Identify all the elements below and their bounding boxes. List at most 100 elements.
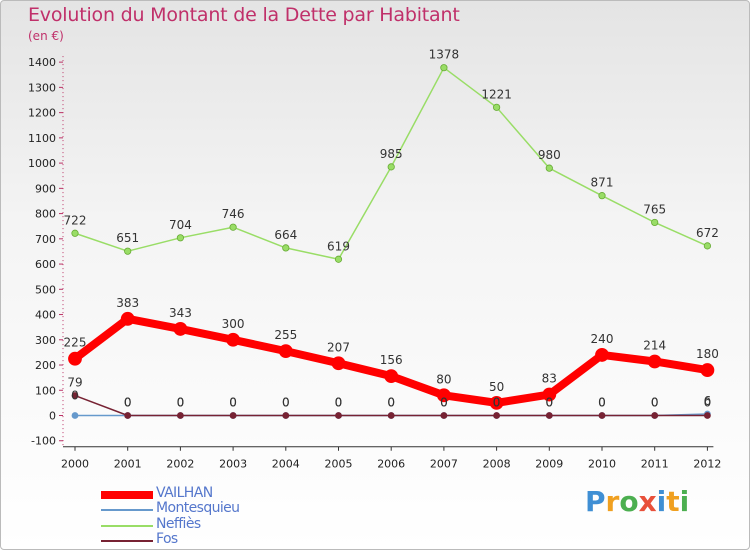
x-tick-label: 2005	[325, 458, 353, 471]
data-label-montesquieu: 6	[704, 394, 712, 408]
logo-letter: x	[638, 485, 657, 518]
data-label-vailhan: 343	[169, 306, 192, 320]
legend-label-montesquieu: Montesquieu	[156, 500, 240, 516]
y-tick-label: 500	[35, 283, 56, 296]
data-point-fos	[335, 412, 342, 419]
y-tick-label: 400	[35, 309, 56, 322]
data-label-montesquieu: 0	[493, 396, 501, 410]
logo-letter: P	[585, 485, 606, 518]
data-point-fos	[598, 412, 606, 419]
data-point-fos	[493, 412, 501, 419]
data-point-vailhan	[436, 388, 451, 403]
data-label-fos: 0	[124, 396, 132, 410]
y-tick-label: 300	[35, 334, 56, 347]
data-label-vailhan: 80	[436, 372, 451, 386]
legend-swatch-montesquieu	[101, 509, 153, 511]
data-label-vailhan: 240	[591, 332, 614, 346]
logo-letter: i	[679, 485, 690, 518]
y-tick-label: 200	[35, 359, 56, 372]
data-point-neffies	[124, 247, 132, 255]
x-tick-label: 2006	[377, 458, 405, 471]
data-label-fos: 0	[651, 396, 659, 410]
legend-label-neffies: Neffiès	[156, 516, 201, 532]
data-point-fos	[176, 412, 184, 419]
data-label-montesquieu: 0	[177, 396, 185, 410]
legend-label-vailhan: VAILHAN	[156, 485, 213, 501]
data-label-fos: 0	[493, 396, 501, 410]
data-label-montesquieu: 0	[598, 396, 606, 410]
data-point-fos	[387, 412, 395, 419]
data-label-fos: 0	[545, 396, 553, 410]
data-point-neffies	[387, 163, 395, 171]
data-label-neffies: 1221	[481, 87, 512, 101]
data-label-neffies: 704	[169, 218, 192, 232]
y-tick-label: -100	[31, 435, 56, 448]
data-label-fos: 0	[335, 396, 343, 410]
data-point-vailhan	[700, 363, 715, 377]
data-label-fos: 0	[440, 396, 448, 410]
x-tick-label: 2001	[114, 458, 142, 471]
data-label-neffies: 664	[274, 228, 297, 242]
data-label-vailhan: 255	[274, 328, 297, 342]
y-tick-label: 600	[35, 258, 56, 271]
data-label-neffies: 980	[538, 148, 561, 162]
data-label-montesquieu: 0	[440, 396, 448, 410]
data-label-neffies: 1378	[429, 48, 460, 62]
logo-letter: r	[605, 485, 620, 518]
y-tick-label: 1100	[28, 132, 56, 145]
data-label-neffies: 672	[696, 226, 719, 240]
x-tick-label: 2011	[641, 458, 669, 471]
data-point-fos	[124, 412, 132, 419]
data-label-neffies: 722	[64, 213, 87, 227]
y-tick-label: 900	[35, 182, 56, 195]
x-tick-label: 2010	[588, 458, 616, 471]
data-label-neffies: 871	[591, 176, 614, 190]
data-point-neffies	[282, 244, 290, 252]
data-label-montesquieu: 0	[387, 396, 395, 410]
data-label-vailhan: 300	[222, 317, 245, 331]
logo-letter: t	[666, 485, 680, 518]
data-point-fos	[282, 412, 290, 419]
data-point-montesquieu	[71, 412, 79, 419]
data-point-neffies	[334, 255, 343, 263]
x-tick-label: 2008	[483, 458, 511, 471]
chart-title: Evolution du Montant de la Dette par Hab…	[28, 4, 460, 26]
data-label-montesquieu: 0	[651, 396, 659, 410]
y-tick-label: 700	[35, 233, 56, 246]
data-label-vailhan: 50	[489, 380, 504, 394]
data-label-vailhan: 383	[116, 296, 139, 310]
data-label-montesquieu: 0	[282, 396, 290, 410]
data-label-fos: 0	[282, 396, 290, 410]
data-label-neffies: 765	[643, 202, 666, 216]
data-label-vailhan: 180	[696, 347, 719, 361]
data-label-montesquieu: 0	[545, 396, 553, 410]
data-label-montesquieu: 0	[124, 396, 132, 410]
proxiti-logo: Proxiti	[585, 485, 689, 518]
data-point-vailhan	[595, 348, 609, 362]
data-label-vailhan: 156	[380, 353, 403, 367]
data-point-fos	[545, 412, 553, 419]
data-label-fos: 0	[598, 396, 606, 410]
chart-unit-label: (en €)	[28, 29, 64, 43]
data-point-vailhan	[173, 322, 188, 336]
data-label-vailhan: 207	[327, 340, 350, 354]
data-point-neffies	[703, 242, 712, 250]
data-label-neffies: 651	[116, 231, 139, 245]
data-point-fos	[651, 412, 659, 419]
x-tick-label: 2007	[430, 458, 458, 471]
y-tick-label: 800	[35, 208, 56, 221]
data-point-vailhan	[489, 395, 504, 410]
x-tick-label: 2012	[693, 458, 721, 471]
legend-swatch-fos	[101, 540, 153, 542]
data-point-fos	[71, 392, 79, 399]
x-tick-label: 2000	[61, 458, 89, 471]
data-point-neffies	[492, 103, 501, 111]
y-tick-label: 1200	[28, 107, 56, 120]
y-tick-label: 1000	[28, 157, 56, 170]
y-tick-label: 1300	[28, 81, 56, 94]
y-tick-label: 100	[35, 384, 56, 397]
legend-swatch-vailhan	[101, 491, 153, 499]
data-label-fos: 79	[67, 376, 82, 390]
y-tick-label: 0	[49, 410, 56, 423]
